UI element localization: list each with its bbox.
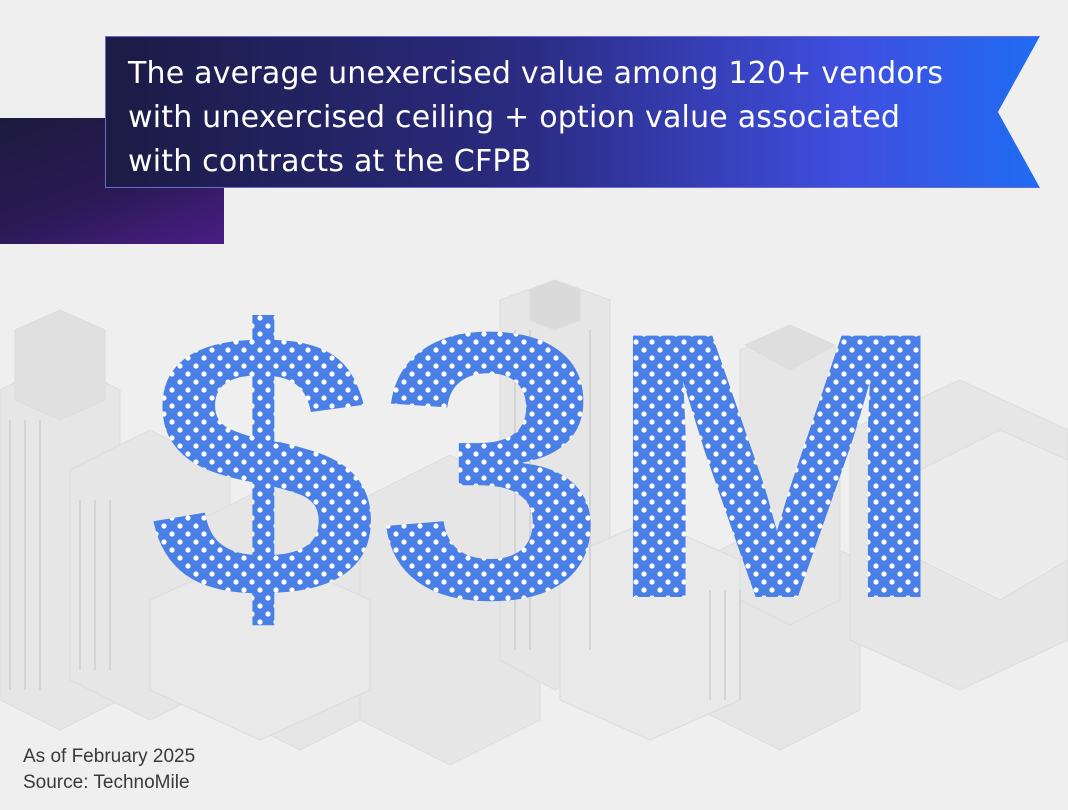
headline-line-2: with unexercised ceiling + option value … xyxy=(128,100,901,135)
source-credit: Source: TechnoMile xyxy=(23,772,190,793)
big-value-text: $3M xyxy=(148,253,948,670)
headline-line-3: with contracts at the CFPB xyxy=(128,144,532,179)
big-value-graphic: $3M xyxy=(148,253,948,670)
headline-line-1: The average unexercised value among 120+… xyxy=(128,56,944,91)
as-of-date: As of February 2025 xyxy=(23,746,196,767)
headline-text: The average unexercised value among 120+… xyxy=(128,52,1008,184)
footer-notes: As of February 2025 Source: TechnoMile xyxy=(23,744,195,796)
headline-banner xyxy=(105,36,1040,188)
